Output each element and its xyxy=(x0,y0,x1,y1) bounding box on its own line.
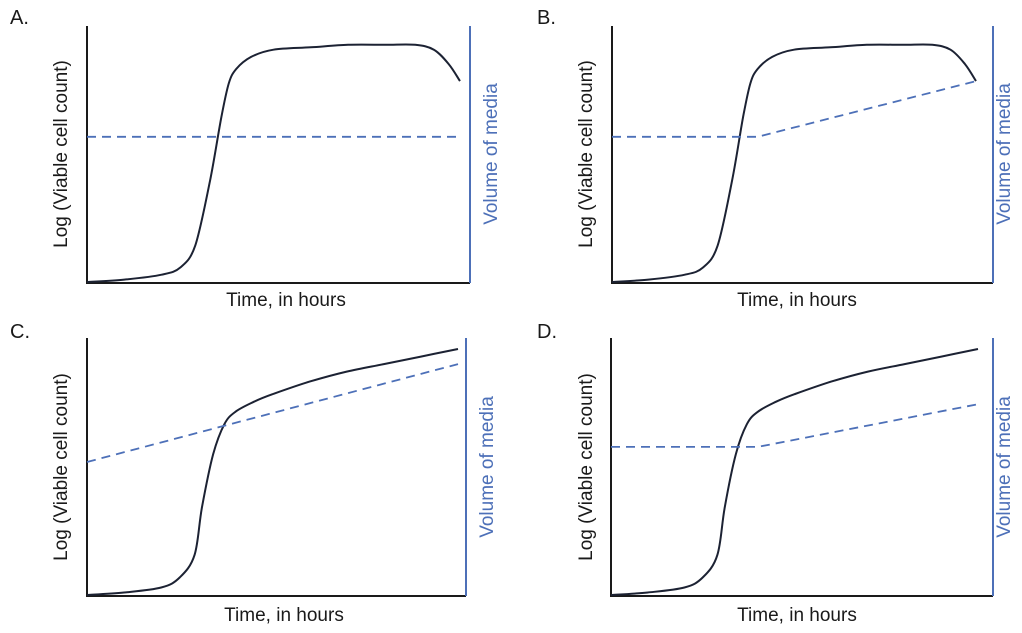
panel-d: D. Time, in hours Log (Viable cell count… xyxy=(537,321,1015,626)
cell-count-curve xyxy=(611,43,977,283)
panel-c: C. Time, in hours Log (Viable cell count… xyxy=(10,321,498,626)
cell-count-curve xyxy=(610,348,979,596)
panel-a: A. Time, in hours Log (Viable cell count… xyxy=(10,7,502,311)
y-axis-label: Log (Viable cell count) xyxy=(576,373,597,561)
media-volume-line xyxy=(612,80,977,138)
cell-count-curve xyxy=(86,348,459,596)
x-axis-label: Time, in hours xyxy=(224,605,344,626)
y2-axis-label: Volume of media xyxy=(481,83,502,225)
panel-label: B. xyxy=(537,7,556,29)
media-volume-line xyxy=(86,363,459,463)
x-axis-label: Time, in hours xyxy=(737,290,857,311)
panel-label: C. xyxy=(10,321,30,343)
y2-axis-label: Volume of media xyxy=(477,396,498,538)
panel-label: A. xyxy=(10,7,29,29)
media-volume-line xyxy=(611,403,979,448)
y2-axis-label: Volume of media xyxy=(994,396,1015,538)
panel-label: D. xyxy=(537,321,557,343)
cell-count-curve xyxy=(86,43,461,283)
x-axis-label: Time, in hours xyxy=(226,290,346,311)
panel-b: B. Time, in hours Log (Viable cell count… xyxy=(537,7,1015,311)
y-axis-label: Log (Viable cell count) xyxy=(576,60,597,248)
y-axis-label: Log (Viable cell count) xyxy=(51,373,72,561)
x-axis-label: Time, in hours xyxy=(737,605,857,626)
y2-axis-label: Volume of media xyxy=(994,83,1015,225)
y-axis-label: Log (Viable cell count) xyxy=(51,60,72,248)
